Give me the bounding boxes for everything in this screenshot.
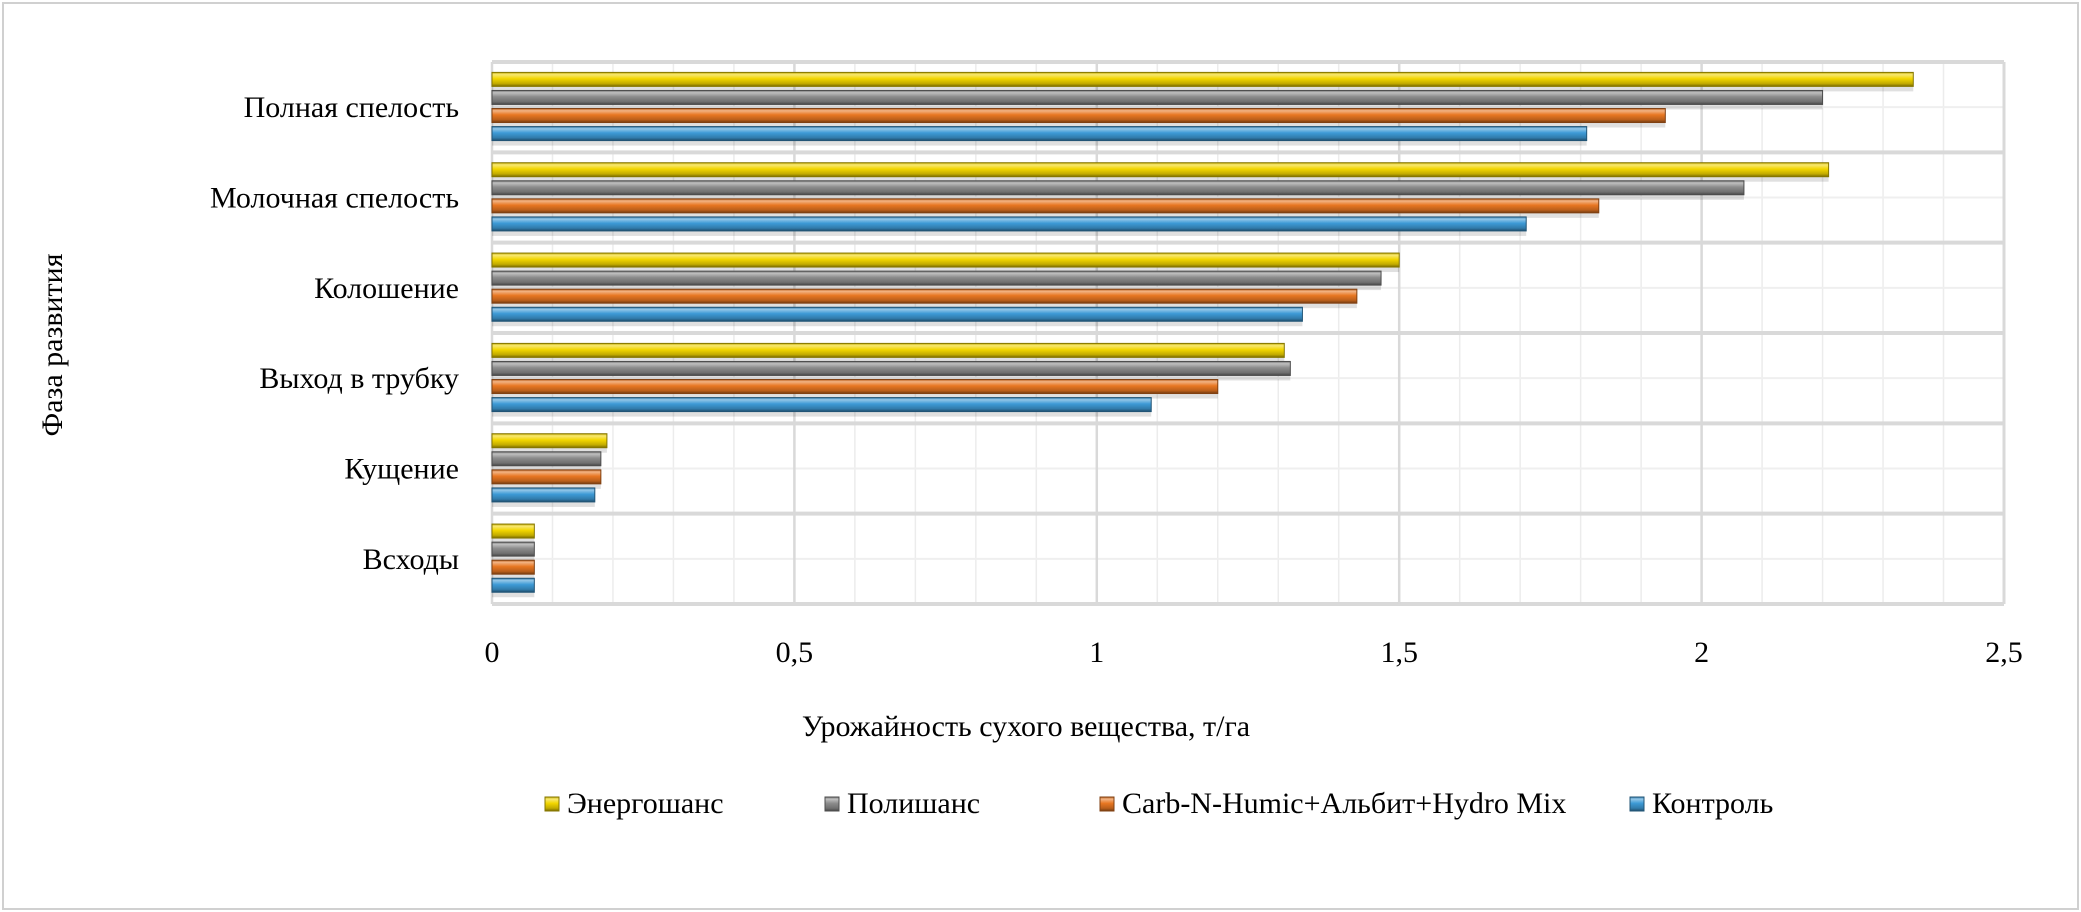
bar-shadow [492, 411, 1152, 417]
bar-shadow [492, 538, 535, 544]
bar-shadow [492, 212, 1599, 218]
y-tick-label: Колошение [314, 272, 459, 305]
bar-Carb-N-Humic+Альбит+Hydro Mix [491, 288, 1358, 304]
x-tick-label: 1 [1089, 636, 1104, 669]
legend-label: Энергошанс [567, 787, 724, 820]
bar-shadow [492, 321, 1303, 327]
x-tick-label: 0,5 [776, 636, 814, 669]
bar-shadow [492, 303, 1357, 309]
bar-Контроль [491, 487, 596, 503]
bar-Полишанс [491, 180, 1745, 196]
bar-shadow [492, 86, 1914, 92]
bar-shadow [492, 556, 535, 562]
bar-shadow [492, 267, 1400, 273]
legend-swatch [824, 796, 840, 812]
bar-Carb-N-Humic+Альбит+Hydro Mix [491, 108, 1666, 124]
bar-shadow [492, 285, 1382, 291]
x-tick-label: 2 [1694, 636, 1709, 669]
bar-Энергошанс [491, 252, 1400, 268]
legend-item: Контроль [1629, 787, 1773, 820]
bar-Carb-N-Humic+Альбит+Hydro Mix [491, 379, 1219, 395]
y-tick-label: Полная спелость [244, 91, 459, 124]
bar-shadow [492, 194, 1744, 200]
bar-shadow [492, 104, 1823, 110]
bar-Полишанс [491, 451, 602, 467]
bar-shadow [492, 176, 1829, 182]
legend-label: Контроль [1652, 787, 1773, 820]
bar-shadow [492, 465, 601, 471]
bar-Контроль [491, 126, 1588, 142]
bar-shadow [492, 574, 535, 580]
y-tick-label: Кущение [344, 453, 459, 486]
x-axis-title: Урожайность сухого вещества, т/га [802, 710, 1250, 743]
bar-Carb-N-Humic+Альбит+Hydro Mix [491, 198, 1600, 214]
bar-Энергошанс [491, 342, 1285, 358]
bar-Энергошанс [491, 71, 1914, 87]
bar-Carb-N-Humic+Альбит+Hydro Mix [491, 469, 602, 485]
y-axis-title: Фаза развития [36, 253, 69, 436]
y-tick-label: Выход в трубку [259, 362, 459, 395]
bar-Контроль [491, 577, 535, 593]
x-tick-label: 0 [485, 636, 500, 669]
legend-label: Carb-N-Humic+Альбит+Hydro Mix [1122, 787, 1566, 820]
bar-Контроль [491, 397, 1152, 413]
legend-swatch [1099, 796, 1115, 812]
bar-shadow [492, 393, 1218, 399]
bar-Энергошанс [491, 523, 535, 539]
legend-item: Carb-N-Humic+Альбит+Hydro Mix [1099, 787, 1566, 820]
legend-swatch [544, 796, 560, 812]
y-tick-label: Всходы [363, 543, 459, 576]
x-tick-label: 2,5 [1985, 636, 2023, 669]
bar-shadow [492, 357, 1285, 363]
bar-Энергошанс [491, 162, 1830, 178]
bar-shadow [492, 592, 535, 598]
bar-Полишанс [491, 360, 1291, 376]
legend-swatch [1629, 796, 1645, 812]
bar-shadow [492, 483, 601, 489]
legend-label: Полишанс [847, 787, 980, 820]
legend-item: Энергошанс [544, 787, 724, 820]
bar-shadow [492, 375, 1291, 381]
bar-shadow [492, 447, 607, 453]
bar-Carb-N-Humic+Альбит+Hydro Mix [491, 559, 535, 575]
bar-Полишанс [491, 541, 535, 557]
bar-shadow [492, 140, 1587, 146]
x-tick-label: 1,5 [1380, 636, 1418, 669]
bar-Полишанс [491, 270, 1382, 286]
bar-Контроль [491, 216, 1527, 232]
bar-shadow [492, 230, 1527, 236]
legend-item: Полишанс [824, 787, 980, 820]
y-tick-label: Молочная спелость [210, 182, 459, 215]
bar-Энергошанс [491, 433, 608, 449]
bar-shadow [492, 501, 595, 507]
bar-shadow [492, 122, 1666, 128]
bar-Контроль [491, 306, 1303, 322]
bar-Полишанс [491, 89, 1824, 105]
